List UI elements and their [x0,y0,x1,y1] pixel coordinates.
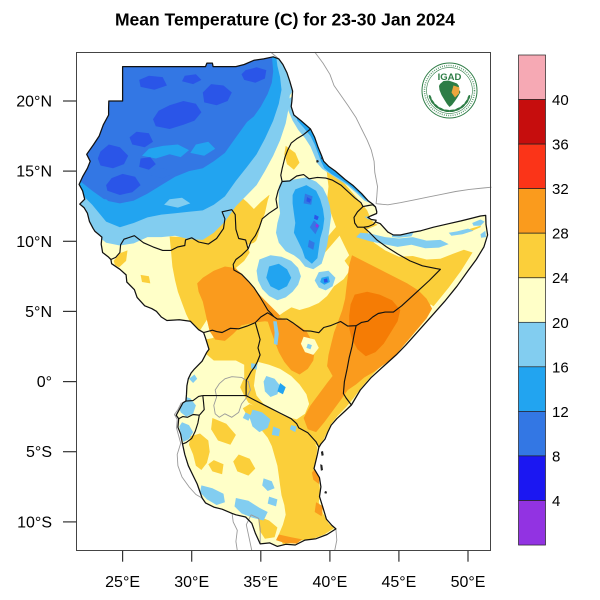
svg-text:40°E: 40°E [312,574,347,591]
svg-text:10°S: 10°S [17,514,52,531]
svg-text:IGAD: IGAD [438,72,462,83]
svg-text:24: 24 [552,270,569,287]
svg-text:20°N: 20°N [16,94,52,111]
svg-text:5°S: 5°S [26,444,52,461]
svg-text:40: 40 [552,92,569,109]
svg-text:35°E: 35°E [243,574,278,591]
svg-text:32: 32 [552,181,569,198]
svg-text:8: 8 [552,448,560,465]
svg-text:12: 12 [552,404,569,421]
svg-text:Mean Temperature (C) for 23-30: Mean Temperature (C) for 23-30 Jan 2024 [115,10,455,30]
svg-text:36: 36 [552,137,569,154]
svg-text:4: 4 [552,493,560,510]
svg-text:28: 28 [552,226,569,243]
svg-text:20: 20 [552,315,569,332]
svg-text:5°N: 5°N [25,304,52,321]
svg-text:0°: 0° [37,374,52,391]
svg-text:50°E: 50°E [451,574,486,591]
svg-text:25°E: 25°E [105,574,140,591]
svg-text:45°E: 45°E [381,574,416,591]
svg-text:15°N: 15°N [16,164,52,181]
svg-text:10°N: 10°N [16,234,52,251]
svg-text:16: 16 [552,359,569,376]
svg-text:30°E: 30°E [174,574,209,591]
